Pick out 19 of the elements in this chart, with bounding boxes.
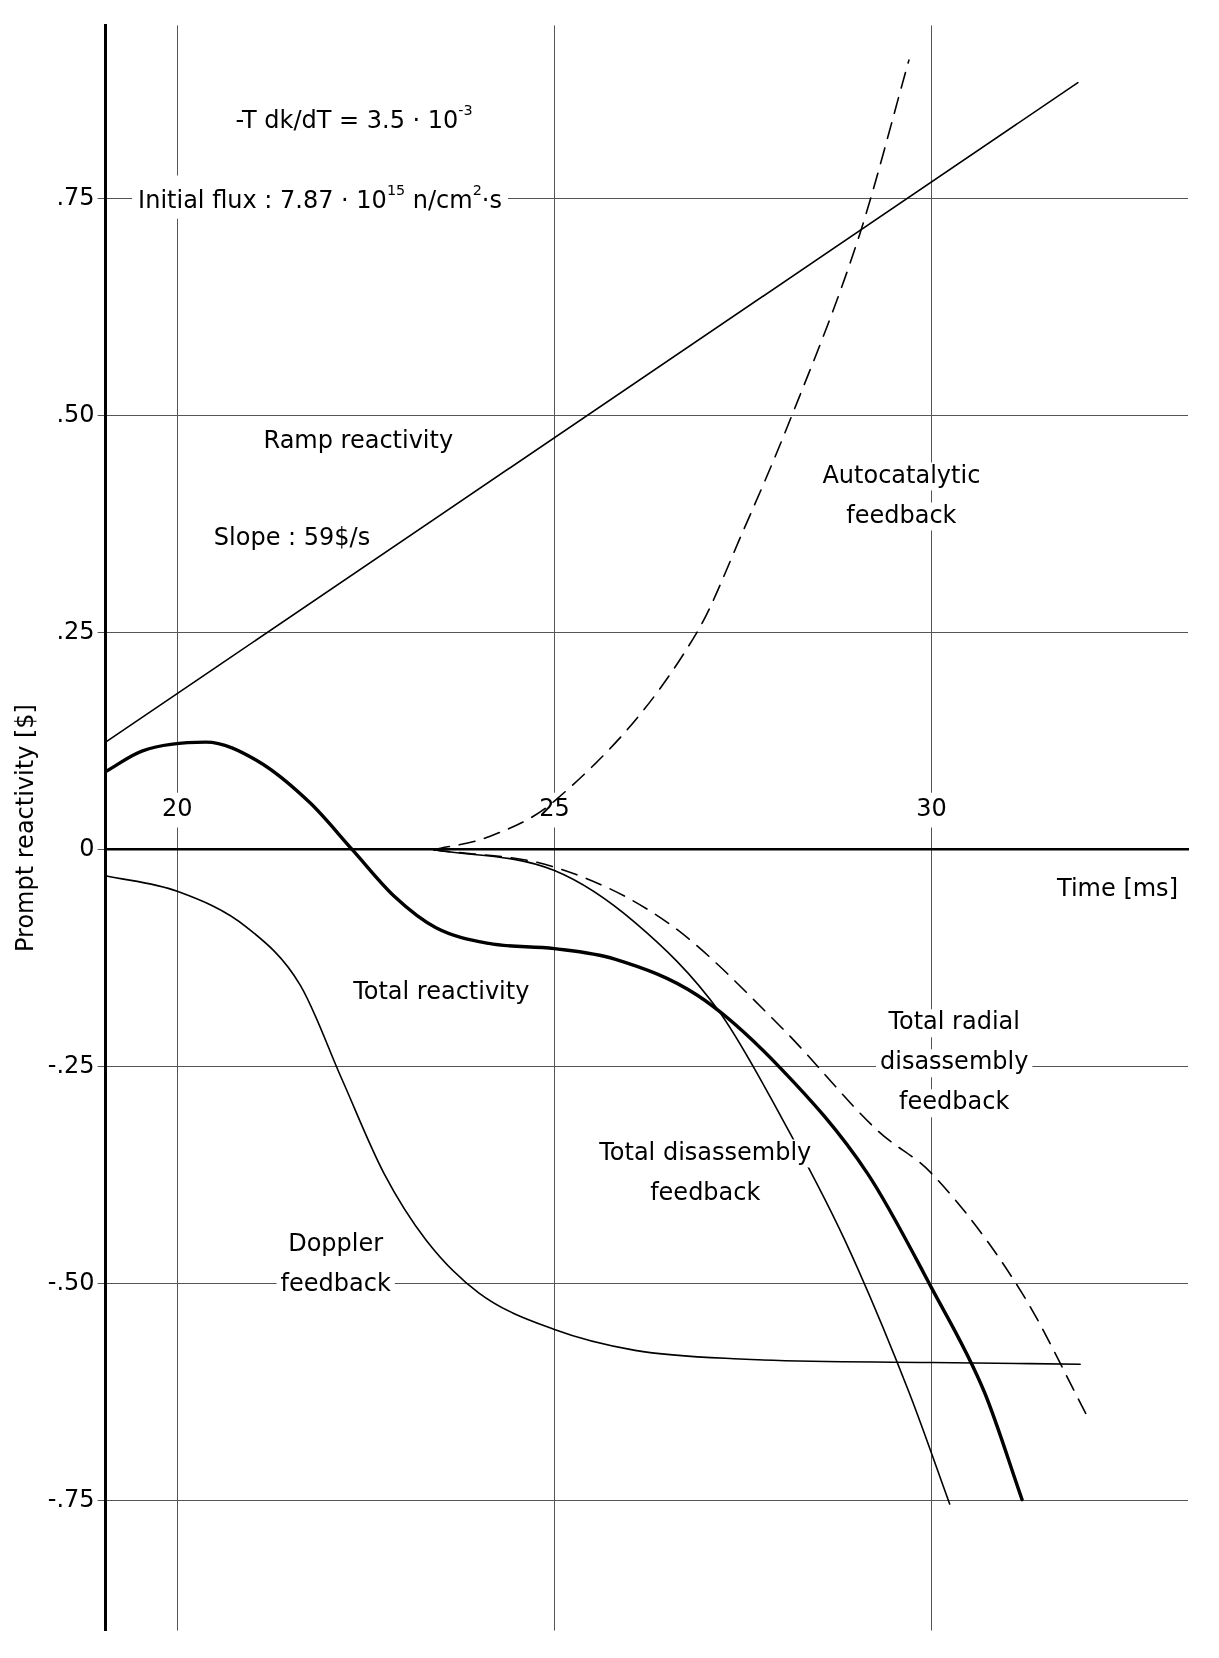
y-tick-label: -.50 xyxy=(47,1267,95,1296)
x-axis-title: Time [ms] xyxy=(1056,873,1178,902)
x-tick-label: 20 xyxy=(162,794,193,823)
series-label: Ramp reactivity xyxy=(263,426,454,455)
series-label: Total disassembly feedback xyxy=(598,1137,812,1206)
y-axis-title: Prompt reactivity [$] xyxy=(10,704,39,952)
series-label: Autocatalytic feedback xyxy=(822,460,981,529)
series-label: Doppler feedback xyxy=(280,1228,391,1297)
series-label: Total reactivity xyxy=(352,977,530,1006)
series-label: Total radial disassembly feedback xyxy=(879,1007,1029,1116)
y-tick-label: .75 xyxy=(56,183,95,212)
y-tick-label: .25 xyxy=(56,617,95,646)
y-tick-label: 0 xyxy=(79,833,95,862)
y-tick-label: .50 xyxy=(56,400,95,429)
x-tick-label: 25 xyxy=(539,794,570,823)
y-tick-label: -.75 xyxy=(47,1484,95,1513)
y-tick-label: -.25 xyxy=(47,1050,95,1079)
annotation: Slope : 59$/s xyxy=(213,523,371,552)
x-tick-label: 30 xyxy=(916,794,947,823)
